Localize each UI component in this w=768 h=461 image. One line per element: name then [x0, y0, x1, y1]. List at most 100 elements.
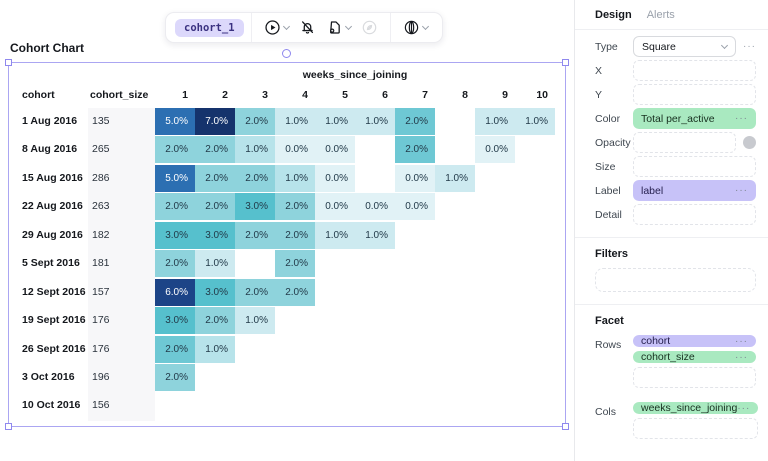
- publish-button[interactable]: [398, 13, 433, 42]
- selection-handle[interactable]: [5, 59, 12, 66]
- facet-pill-options-button[interactable]: ···: [735, 335, 748, 347]
- export-button[interactable]: [321, 13, 356, 42]
- heatmap-cell[interactable]: 1.0%: [475, 108, 515, 135]
- heatmap-cell[interactable]: 0.0%: [315, 136, 355, 164]
- heatmap-cell[interactable]: 2.0%: [235, 108, 275, 135]
- heatmap-cell[interactable]: 2.0%: [195, 136, 235, 164]
- mute-alerts-button[interactable]: [294, 13, 321, 42]
- heatmap-cell: [435, 222, 475, 249]
- heatmap-cell[interactable]: 5.0%: [155, 164, 195, 192]
- cohort-label: 5 Sept 2016: [22, 257, 80, 270]
- heatmap-cell[interactable]: 2.0%: [235, 221, 275, 249]
- type-options-button[interactable]: ···: [743, 41, 756, 52]
- heatmap-cell[interactable]: 5.0%: [155, 108, 195, 135]
- heatmap-cell[interactable]: 1.0%: [315, 108, 355, 135]
- chevron-down-icon: [344, 22, 352, 30]
- tab-design[interactable]: Design: [595, 8, 632, 21]
- heatmap-cell[interactable]: 2.0%: [155, 363, 195, 391]
- color-options-button[interactable]: ···: [735, 113, 748, 124]
- heatmap-cell[interactable]: 1.0%: [195, 250, 235, 278]
- field-detail: Detail: [595, 204, 756, 225]
- chart-title[interactable]: Cohort Chart: [10, 41, 84, 55]
- heatmap-cell[interactable]: 1.0%: [195, 335, 235, 363]
- label-options-button[interactable]: ···: [735, 185, 748, 196]
- heatmap-cell[interactable]: 2.0%: [195, 307, 235, 335]
- cohort-label: 15 Aug 2016: [22, 171, 83, 184]
- type-select[interactable]: Square: [633, 36, 736, 57]
- heatmap-cell[interactable]: 2.0%: [155, 250, 195, 278]
- facet-pill-options-button[interactable]: ···: [737, 402, 751, 414]
- facet-rows-pill-cohort[interactable]: cohort ···: [633, 335, 756, 347]
- heatmap-cell[interactable]: 1.0%: [435, 164, 475, 192]
- heatmap-cell[interactable]: 1.0%: [235, 136, 275, 164]
- heatmap-cell[interactable]: 2.0%: [155, 136, 195, 164]
- heatmap-cell[interactable]: 3.0%: [235, 193, 275, 221]
- facet-pill-options-button[interactable]: ···: [735, 351, 748, 363]
- heatmap-cell[interactable]: 1.0%: [275, 164, 315, 192]
- heatmap-cell: [355, 307, 395, 334]
- heatmap-cell[interactable]: 1.0%: [355, 221, 395, 249]
- selection-handle-top-center[interactable]: [282, 49, 291, 58]
- size-dropzone[interactable]: [633, 156, 756, 177]
- facet-rows-label: Rows: [595, 339, 622, 351]
- heatmap-cell[interactable]: 0.0%: [395, 193, 435, 221]
- heatmap-row: 26 Sept 2016 176 2.0% 1.0%: [22, 335, 555, 364]
- facet-cols-pill-weeks[interactable]: weeks_since_joining ···: [633, 402, 759, 414]
- heatmap-cell[interactable]: 3.0%: [195, 278, 235, 306]
- opacity-swatch[interactable]: [743, 136, 756, 149]
- selection-handle[interactable]: [562, 423, 569, 430]
- color-field-pill[interactable]: Total per_active ···: [633, 108, 756, 129]
- week-column-header: 2: [222, 89, 228, 101]
- heatmap-cell[interactable]: 7.0%: [195, 108, 235, 135]
- facet-rows-pill-cohort-size[interactable]: cohort_size ···: [633, 351, 756, 363]
- y-dropzone[interactable]: [633, 84, 756, 105]
- facet-cols-dropzone[interactable]: [633, 418, 759, 439]
- heatmap-cell[interactable]: 6.0%: [155, 278, 195, 306]
- heatmap-cell[interactable]: 1.0%: [355, 108, 395, 135]
- heatmap-cell[interactable]: 2.0%: [195, 193, 235, 221]
- label-field-pill[interactable]: label ···: [633, 180, 756, 201]
- heatmap-cell[interactable]: 0.0%: [275, 136, 315, 164]
- heatmap-row: 29 Aug 2016 182 3.0% 3.0% 2.0% 2.0% 1.0% 1.0%: [22, 221, 555, 250]
- heatmap-cell[interactable]: 2.0%: [275, 193, 315, 221]
- heatmap-cell[interactable]: 1.0%: [275, 108, 315, 135]
- heatmap-cell[interactable]: 0.0%: [315, 193, 355, 221]
- heatmap-cell[interactable]: 2.0%: [395, 136, 435, 164]
- heatmap-cell[interactable]: 2.0%: [275, 221, 315, 249]
- heatmap-cell[interactable]: 2.0%: [395, 108, 435, 135]
- opacity-dropzone[interactable]: [633, 132, 736, 153]
- heatmap-cell[interactable]: 3.0%: [195, 221, 235, 249]
- heatmap-cell[interactable]: 0.0%: [475, 136, 515, 164]
- facet-rows-dropzone[interactable]: [633, 367, 756, 388]
- heatmap-cell[interactable]: 0.0%: [395, 164, 435, 192]
- field-type: Type Square ···: [595, 36, 756, 57]
- run-button[interactable]: [259, 13, 294, 42]
- heatmap-cell[interactable]: 0.0%: [315, 164, 355, 192]
- heatmap-cell[interactable]: 1.0%: [515, 108, 555, 135]
- heatmap-cell[interactable]: 2.0%: [155, 193, 195, 221]
- heatmap-cell[interactable]: 2.0%: [155, 335, 195, 363]
- cohort-size-value: 176: [92, 314, 110, 327]
- filters-dropzone[interactable]: [595, 268, 756, 292]
- heatmap-cell[interactable]: 3.0%: [155, 307, 195, 335]
- heatmap-cell: [475, 279, 515, 306]
- heatmap-cell[interactable]: 3.0%: [155, 221, 195, 249]
- cohort-size-value: 265: [92, 143, 110, 156]
- heatmap-cell[interactable]: 2.0%: [235, 278, 275, 306]
- heatmap-cell[interactable]: 1.0%: [235, 307, 275, 335]
- heatmap-cell[interactable]: 1.0%: [315, 221, 355, 249]
- selection-handle[interactable]: [562, 59, 569, 66]
- x-dropzone[interactable]: [633, 60, 756, 81]
- heatmap-cell[interactable]: 0.0%: [355, 193, 395, 221]
- heatmap-cell: [315, 279, 355, 306]
- heatmap-cell[interactable]: 2.0%: [275, 250, 315, 278]
- selection-handle[interactable]: [5, 423, 12, 430]
- detail-dropzone[interactable]: [633, 204, 756, 225]
- cohort-tab-chip[interactable]: cohort_1: [175, 18, 244, 37]
- tab-alerts[interactable]: Alerts: [646, 8, 675, 21]
- heatmap-cell[interactable]: 2.0%: [235, 164, 275, 192]
- heatmap-cell[interactable]: 2.0%: [275, 278, 315, 306]
- heatmap-cell: [515, 364, 555, 391]
- opacity-label: Opacity: [595, 136, 631, 149]
- heatmap-cell[interactable]: 2.0%: [195, 164, 235, 192]
